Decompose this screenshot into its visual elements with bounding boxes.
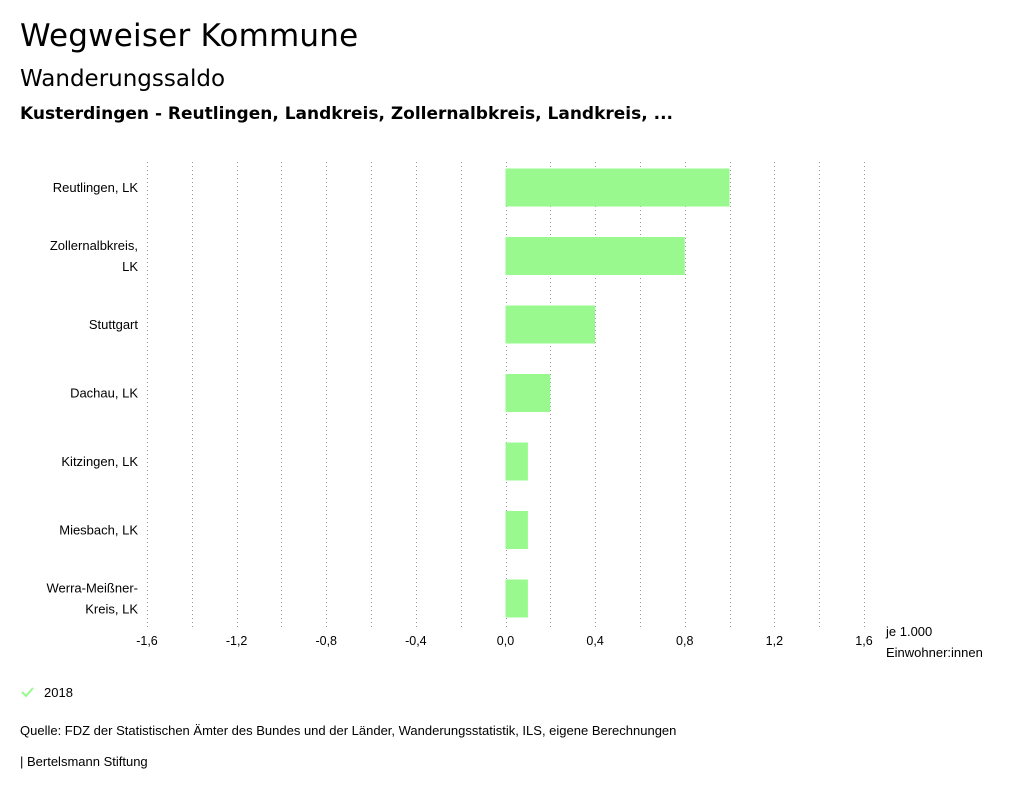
axis-unit-label: je 1.000 Einwohner:innen (886, 621, 983, 663)
x-tick-label: 0,8 (676, 634, 693, 648)
check-icon (21, 687, 34, 698)
legend[interactable]: 2018 (20, 684, 73, 700)
category-label: Dachau, LK (70, 386, 138, 401)
page-title: Wegweiser Kommune (20, 18, 359, 54)
category-label: LK (122, 259, 138, 274)
chart-subtitle: Wanderungssaldo (20, 66, 226, 92)
x-tick-label: 1,2 (766, 634, 783, 648)
category-label: Miesbach, LK (59, 523, 138, 538)
x-tick-label: -0,8 (315, 634, 337, 648)
x-tick-label: -1,2 (226, 634, 248, 648)
category-label: Kreis, LK (85, 602, 138, 617)
unit-line-1: je 1.000 (886, 624, 933, 639)
x-tick-label: 0,0 (497, 634, 514, 648)
region-title: Kusterdingen - Reutlingen, Landkreis, Zo… (20, 104, 674, 124)
credit-note[interactable]: | Bertelsmann Stiftung (20, 754, 148, 769)
category-label: Zollernalbkreis, (50, 238, 138, 253)
x-tick-label: -1,6 (136, 634, 158, 648)
bar (505, 374, 551, 412)
bar (505, 442, 528, 481)
bar (505, 579, 528, 618)
legend-label: 2018 (44, 684, 73, 700)
x-tick-label: -0,4 (405, 634, 427, 648)
bar (505, 511, 528, 549)
bar (505, 168, 730, 207)
category-label: Kitzingen, LK (61, 454, 138, 469)
bar (505, 305, 596, 344)
x-tick-label: 1,6 (855, 634, 872, 648)
unit-line-2: Einwohner:innen (886, 645, 983, 660)
category-label: Werra-Meißner- (47, 581, 139, 596)
category-label: Reutlingen, LK (53, 180, 139, 195)
category-label: Stuttgart (89, 317, 139, 332)
x-tick-label: 0,4 (586, 634, 603, 648)
source-note: Quelle: FDZ der Statistischen Ämter des … (20, 723, 677, 738)
bar (505, 237, 685, 275)
bar-chart: -1,6 -1,2 -0,8 -0,4 0,0 0,4 0,8 1,2 1,6 Reutlinge… (47, 162, 873, 648)
